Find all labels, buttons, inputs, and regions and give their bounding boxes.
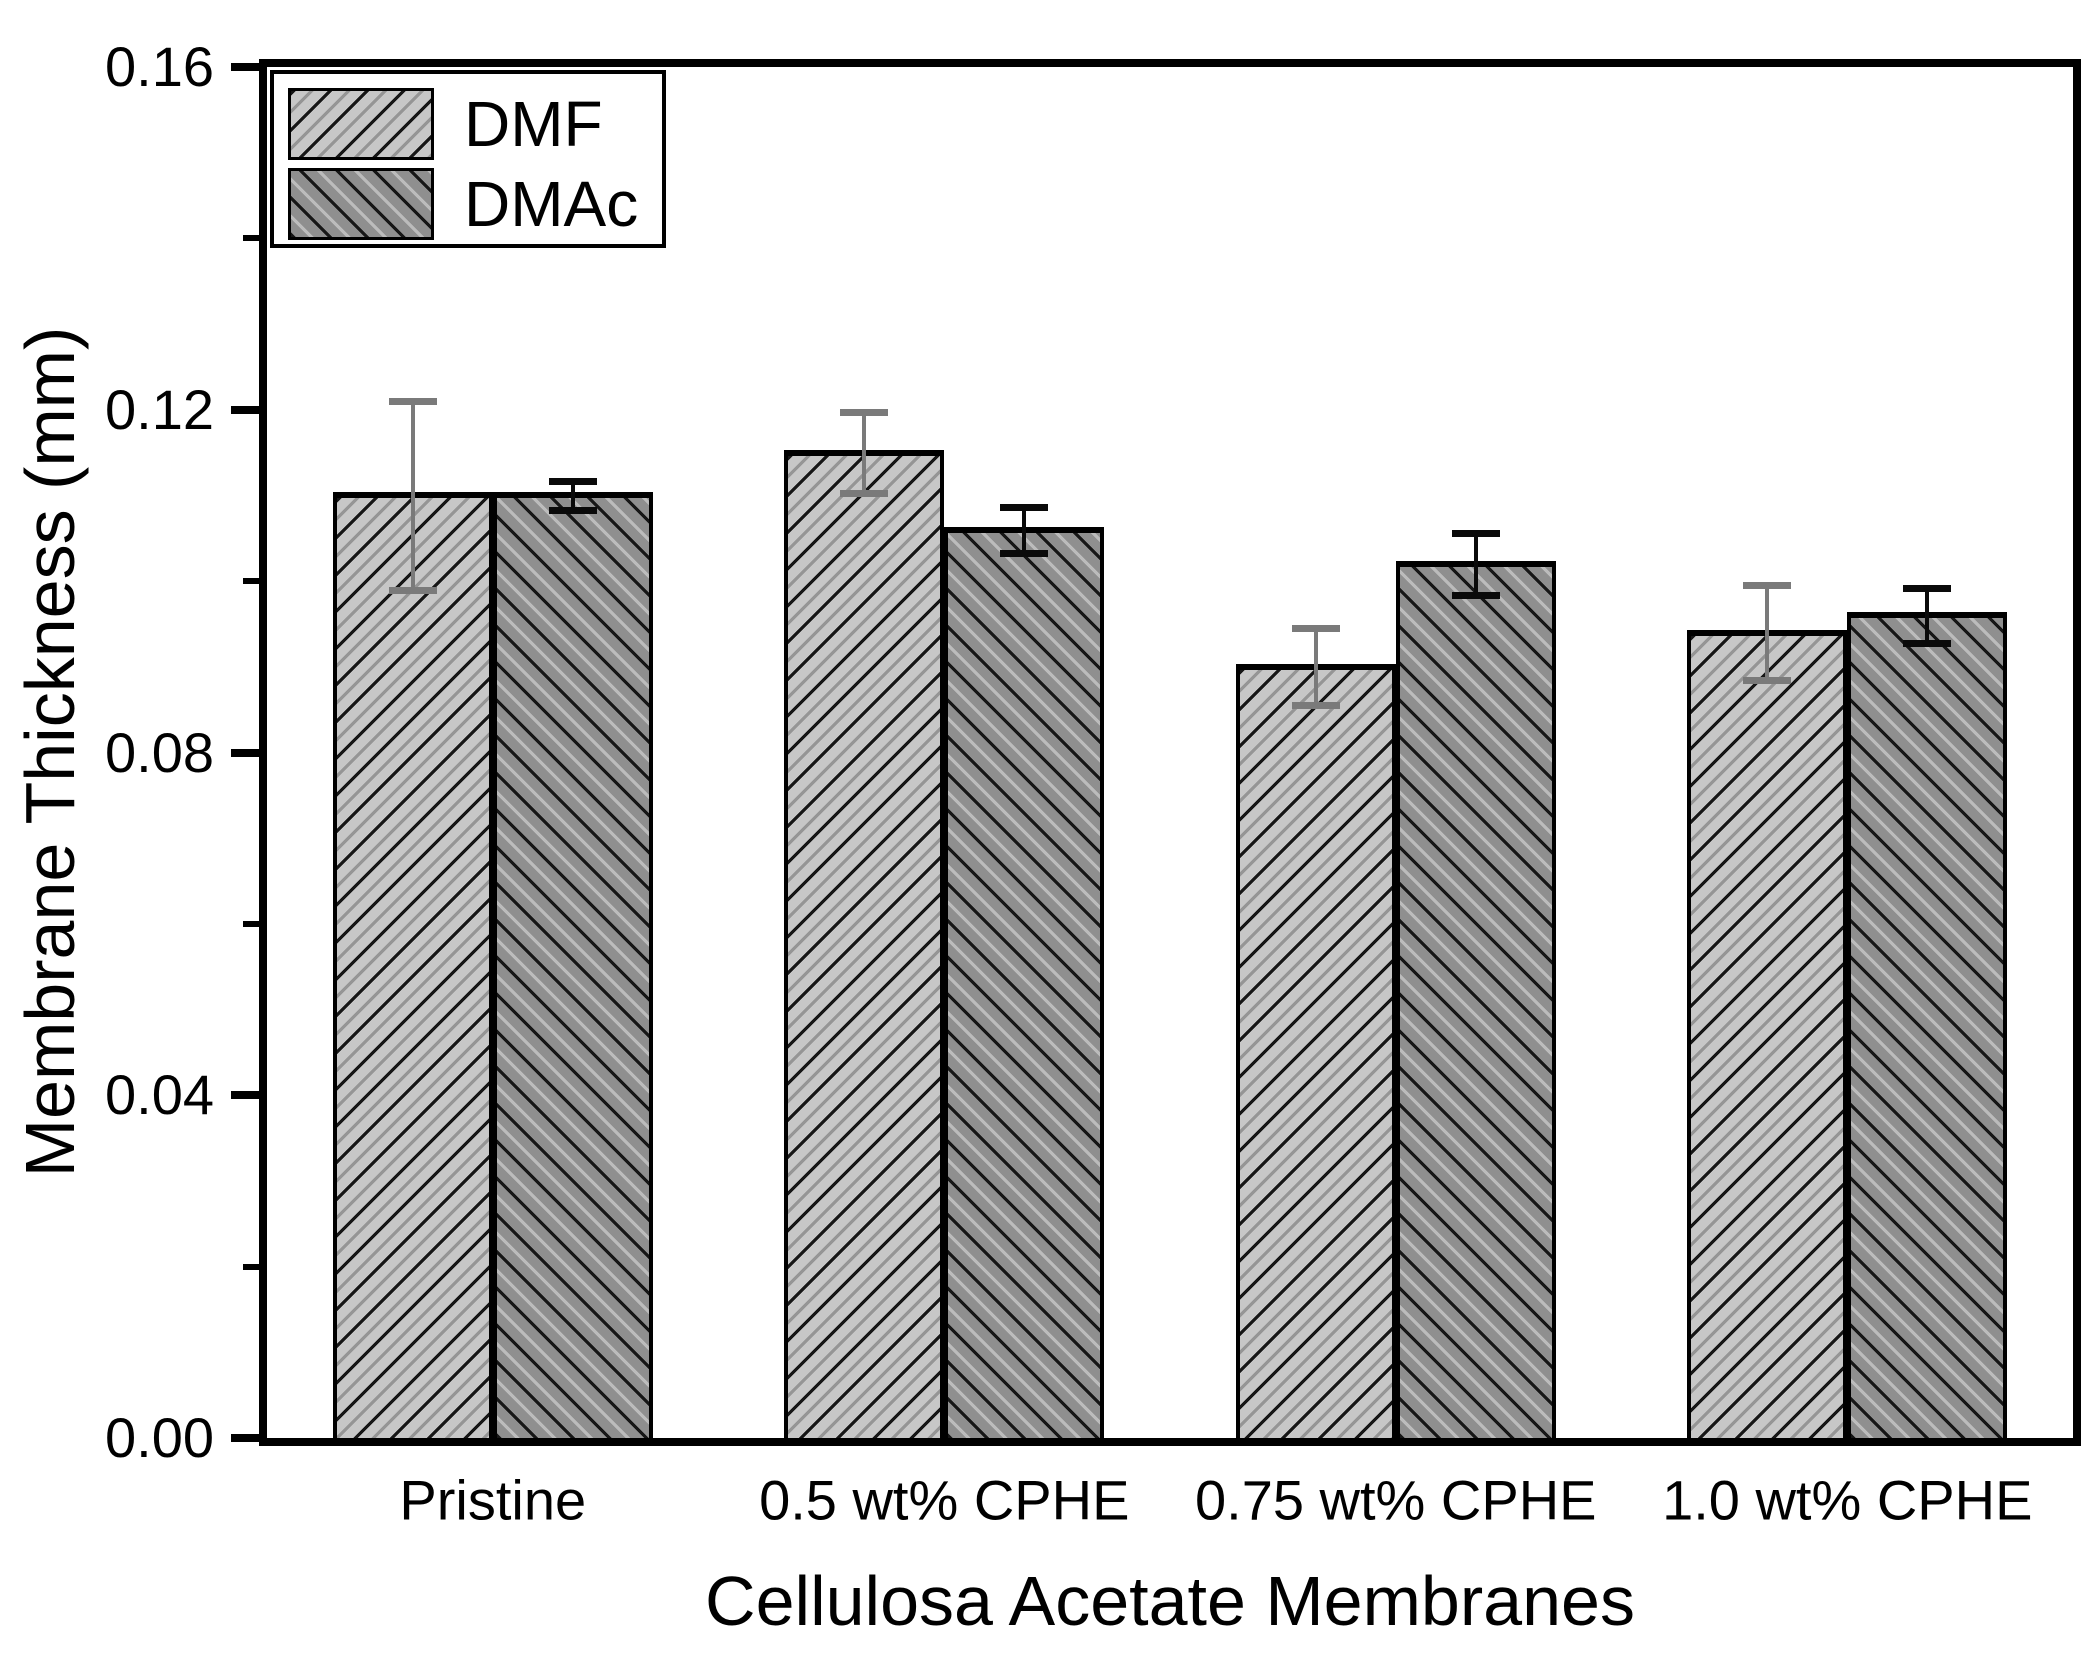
- legend-label-dmf: DMF: [464, 88, 603, 160]
- y-axis-major-tick: [231, 1091, 259, 1100]
- error-bar-cap-top: [1451, 530, 1500, 538]
- error-bar-cap-bottom: [1000, 549, 1049, 557]
- y-tick-label: 0.12: [105, 377, 214, 441]
- error-bar-dmac-1-0-wt-cphe: [1925, 587, 1930, 643]
- error-bar-dmf-pristine: [410, 401, 415, 590]
- error-bar-dmf-1-0-wt-cphe: [1765, 585, 1770, 680]
- x-category-label-0-5-wt-cphe: 0.5 wt% CPHE: [759, 1468, 1130, 1532]
- bar-dmac-1-0-wt-cphe: [1847, 612, 2008, 1438]
- error-bar-cap-bottom: [840, 489, 889, 497]
- y-axis-minor-tick: [243, 578, 259, 585]
- y-tick-label: 0.08: [105, 720, 214, 784]
- x-category-label-pristine: Pristine: [399, 1468, 587, 1532]
- bar-dmf-pristine: [332, 492, 493, 1438]
- error-bar-cap-bottom: [1903, 639, 1952, 647]
- legend-label-dmac: DMAc: [464, 168, 639, 240]
- error-bar-cap-top: [1903, 584, 1952, 592]
- legend-swatch-dmf: [288, 88, 434, 160]
- error-bar-cap-top: [1000, 503, 1049, 511]
- error-bar-cap-top: [1291, 625, 1340, 633]
- y-axis-minor-tick: [243, 1263, 259, 1270]
- legend: DMF DMAc: [270, 70, 666, 248]
- bar-dmf-0-75-wt-cphe: [1235, 663, 1396, 1438]
- legend-swatch-dmac: [288, 168, 434, 240]
- y-axis-major-tick: [231, 405, 259, 414]
- bar-dmac-0-75-wt-cphe: [1395, 560, 1556, 1438]
- y-axis-minor-tick: [243, 920, 259, 927]
- error-bar-cap-bottom: [548, 507, 597, 514]
- error-bar-dmac-0-75-wt-cphe: [1473, 533, 1478, 595]
- y-axis-major-tick: [231, 63, 259, 71]
- error-bar-cap-bottom: [1451, 591, 1500, 599]
- error-bar-cap-top: [1743, 582, 1792, 590]
- bar-dmf-1-0-wt-cphe: [1687, 629, 1848, 1438]
- error-bar-cap-bottom: [1291, 702, 1340, 710]
- error-bar-cap-top: [840, 409, 889, 417]
- x-category-label-0-75-wt-cphe: 0.75 wt% CPHE: [1195, 1468, 1597, 1532]
- x-category-label-1-0-wt-cphe: 1.0 wt% CPHE: [1662, 1468, 2033, 1532]
- y-axis-major-tick: [231, 748, 259, 757]
- error-bar-dmac-0-5-wt-cphe: [1022, 506, 1027, 553]
- y-tick-label: 0.16: [105, 35, 214, 98]
- bar-dmac-pristine: [492, 492, 653, 1438]
- error-bar-cap-bottom: [1743, 676, 1792, 684]
- bar-dmac-0-5-wt-cphe: [944, 526, 1105, 1438]
- error-bar-dmf-0-75-wt-cphe: [1313, 628, 1318, 706]
- error-bar-cap-bottom: [388, 586, 437, 594]
- y-tick-label: 0.00: [105, 1406, 214, 1469]
- bar-dmf-0-5-wt-cphe: [784, 449, 945, 1438]
- error-bar-dmac-pristine: [570, 480, 575, 510]
- y-axis-major-tick: [231, 1434, 259, 1442]
- error-bar-cap-top: [548, 477, 597, 485]
- x-axis-title: Cellulosa Acetate Membranes: [705, 1562, 1635, 1640]
- y-tick-label: 0.04: [105, 1063, 214, 1127]
- y-axis-minor-tick: [243, 235, 259, 242]
- error-bar-cap-top: [388, 398, 437, 406]
- error-bar-dmf-0-5-wt-cphe: [862, 412, 867, 493]
